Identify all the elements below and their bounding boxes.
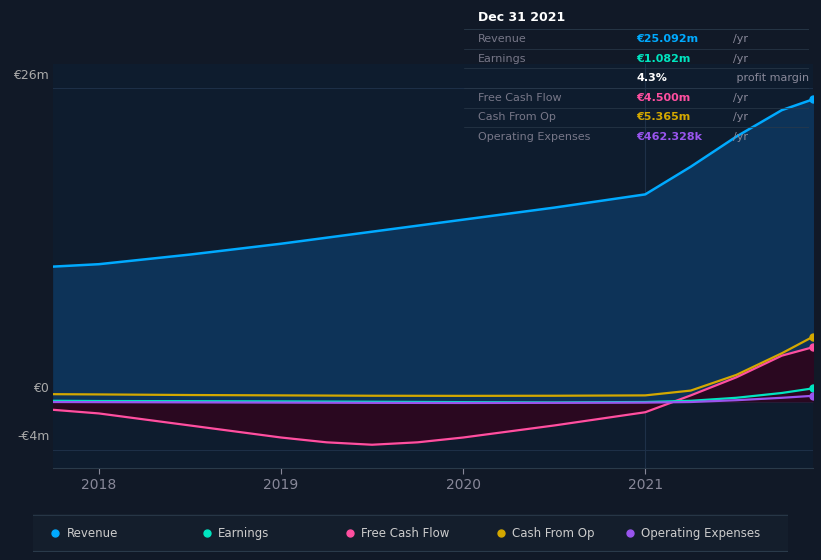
Text: Cash From Op: Cash From Op bbox=[478, 113, 556, 122]
Text: /yr: /yr bbox=[733, 132, 748, 142]
Text: €25.092m: €25.092m bbox=[636, 34, 699, 44]
Text: Operating Expenses: Operating Expenses bbox=[641, 527, 760, 540]
Text: €5.365m: €5.365m bbox=[636, 113, 690, 122]
FancyBboxPatch shape bbox=[25, 515, 796, 552]
Text: /yr: /yr bbox=[733, 34, 748, 44]
Text: €1.082m: €1.082m bbox=[636, 54, 690, 63]
Text: Earnings: Earnings bbox=[218, 527, 269, 540]
Text: Revenue: Revenue bbox=[478, 34, 526, 44]
Text: profit margin: profit margin bbox=[733, 73, 809, 83]
Text: Dec 31 2021: Dec 31 2021 bbox=[478, 11, 565, 24]
Text: -€4m: -€4m bbox=[17, 430, 49, 443]
Text: €0: €0 bbox=[34, 382, 49, 395]
Text: Free Cash Flow: Free Cash Flow bbox=[361, 527, 450, 540]
Text: Earnings: Earnings bbox=[478, 54, 526, 63]
Text: €26m: €26m bbox=[13, 69, 49, 82]
Text: Operating Expenses: Operating Expenses bbox=[478, 132, 590, 142]
Text: Free Cash Flow: Free Cash Flow bbox=[478, 93, 562, 102]
Text: /yr: /yr bbox=[733, 113, 748, 122]
Text: €4.500m: €4.500m bbox=[636, 93, 690, 102]
Text: Cash From Op: Cash From Op bbox=[512, 527, 595, 540]
Text: /yr: /yr bbox=[733, 54, 748, 63]
Text: /yr: /yr bbox=[733, 93, 748, 102]
Text: €462.328k: €462.328k bbox=[636, 132, 702, 142]
Text: Revenue: Revenue bbox=[67, 527, 118, 540]
Text: 4.3%: 4.3% bbox=[636, 73, 667, 83]
